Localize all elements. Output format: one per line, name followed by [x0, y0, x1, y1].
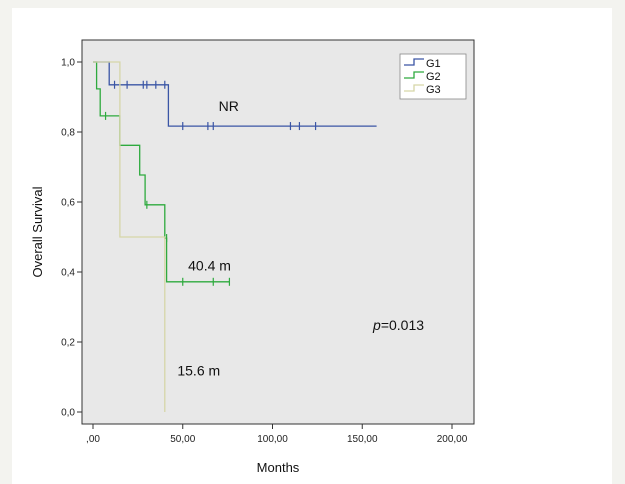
legend-label-G1: G1	[426, 58, 441, 70]
legend-label-G3: G3	[426, 84, 441, 96]
y-tick-label: 0,6	[61, 198, 75, 209]
p-value-number: =0.013	[381, 317, 424, 333]
annotation-label: NR	[219, 98, 239, 114]
legend-swatch-G3	[404, 84, 424, 92]
p-value-symbol: p	[372, 317, 381, 333]
chart-figure: 0,0 0,2 0,4 0,6 0,8 1,0 ,00 50,00 100,00 150,00 20…	[12, 8, 612, 484]
x-tick-label: 100,00	[257, 434, 288, 445]
p-value-label: p=0.013	[372, 317, 424, 333]
legend-label-G2: G2	[426, 71, 441, 83]
legend-swatch-G2	[404, 71, 424, 79]
y-tick-label: 0,8	[61, 128, 75, 139]
y-tick-label: 0,4	[61, 268, 75, 279]
y-tick-label: 0,0	[61, 408, 75, 419]
series-line-G2	[93, 61, 230, 283]
plot-area: 0,0 0,2 0,4 0,6 0,8 1,0 ,00 50,00 100,00 150,00 20…	[30, 39, 475, 475]
y-axis-title: Overall Survival	[30, 186, 45, 277]
x-tick-label: 150,00	[347, 434, 378, 445]
x-tick-label: 200,00	[437, 434, 468, 445]
series-line-G3	[93, 61, 166, 412]
km-survival-chart: 0,0 0,2 0,4 0,6 0,8 1,0 ,00 50,00 100,00 150,00 20…	[30, 39, 475, 475]
x-tick-label: 50,00	[170, 434, 195, 445]
y-tick-label: 1,0	[61, 58, 75, 69]
x-axis-title: Months	[257, 460, 300, 475]
plot-background	[81, 39, 475, 425]
annotation-label: 40.4 m	[188, 257, 231, 273]
legend-swatch-G1	[404, 58, 424, 66]
x-tick-label: ,00	[86, 434, 100, 445]
annotation-label: 15.6 m	[177, 362, 220, 378]
y-tick-label: 0,2	[61, 338, 75, 349]
